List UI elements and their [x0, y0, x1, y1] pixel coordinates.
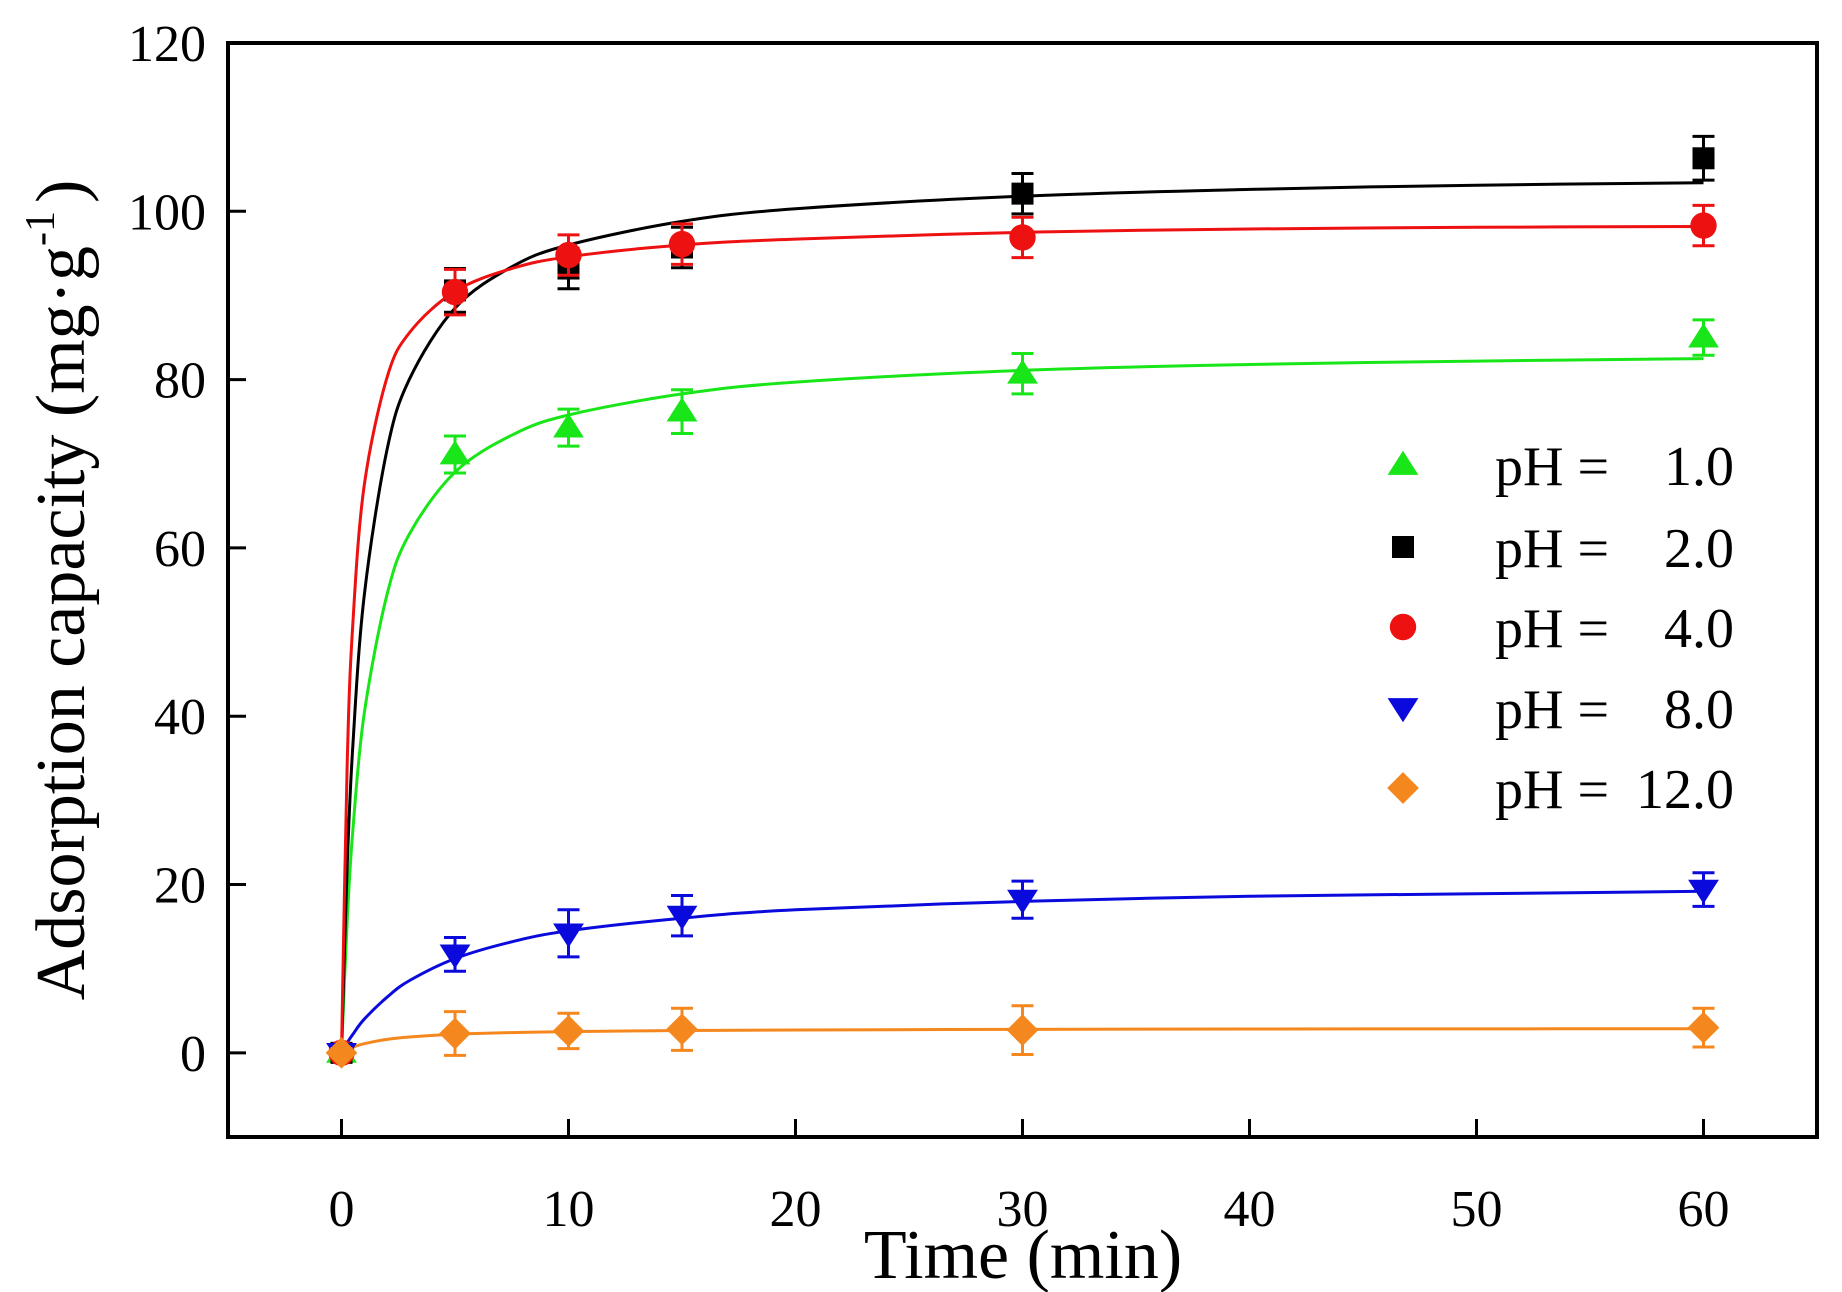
legend-label-value: 12.0 — [1636, 759, 1734, 821]
y-tick-label: 100 — [128, 184, 206, 241]
y-axis-title-superscript: -1 — [18, 211, 64, 246]
data-point — [666, 1013, 698, 1046]
legend-item: pH = 4.0 — [1389, 598, 1734, 660]
data-point — [553, 413, 584, 438]
data-point — [1692, 147, 1715, 170]
series-12-0 — [325, 1004, 1720, 1069]
data-point — [1690, 212, 1717, 239]
y-axis-ticks: 0 20 40 60 80 100 120 — [128, 16, 246, 1083]
data-point — [1688, 879, 1719, 904]
data-point — [555, 241, 582, 269]
y-tick-label: 120 — [128, 16, 206, 73]
legend-item: pH = 8.0 — [1387, 679, 1734, 741]
x-axis-title: Time (min) — [864, 1217, 1182, 1292]
legend-label-value: 8.0 — [1664, 679, 1734, 741]
fit-curve-1-0 — [340, 357, 1704, 1053]
legend-marker-circle-icon — [1389, 613, 1417, 641]
y-tick-label: 20 — [154, 858, 206, 915]
legend-label-key: pH = — [1495, 436, 1609, 498]
y-tick-label: 80 — [154, 353, 206, 410]
data-point — [552, 1015, 585, 1047]
legend-label-key: pH = — [1495, 679, 1609, 741]
y-axis-title-suffix: ) — [23, 180, 100, 203]
legend-item: pH = 12.0 — [1387, 759, 1734, 821]
data-points — [325, 134, 1720, 1069]
fit-curve-2-0 — [340, 181, 1704, 1053]
data-point — [1007, 359, 1038, 384]
series-1-0 — [326, 318, 1719, 1063]
y-axis-title: Adsorption capacity (mg·g-1) — [18, 180, 100, 1001]
x-tick-label: 20 — [770, 1181, 822, 1238]
x-tick-label: 10 — [543, 1181, 595, 1238]
data-point — [553, 923, 584, 948]
data-point — [1687, 1011, 1720, 1044]
data-point — [439, 440, 471, 465]
data-point — [1011, 182, 1034, 205]
data-point — [441, 278, 469, 306]
x-tick-label: 0 — [329, 1181, 355, 1238]
data-point — [1006, 1014, 1039, 1046]
y-axis-title-main: Adsorption capacity (mg·g — [23, 246, 100, 1000]
y-tick-label: 60 — [154, 521, 206, 578]
data-point — [666, 905, 698, 930]
legend-label-key: pH = — [1495, 518, 1609, 580]
legend-label-value: 4.0 — [1664, 598, 1734, 660]
x-axis-ticks: 0 10 20 30 40 50 60 — [329, 1119, 1730, 1238]
data-point — [439, 944, 471, 969]
data-point — [1009, 224, 1036, 251]
data-point — [1007, 889, 1038, 914]
x-tick-label: 60 — [1678, 1181, 1730, 1238]
legend-marker-square-icon — [1392, 536, 1414, 558]
legend-label-value: 1.0 — [1664, 436, 1734, 498]
y-tick-label: 0 — [180, 1026, 206, 1083]
data-point — [439, 1017, 471, 1050]
fit-curve-12-0 — [340, 1027, 1704, 1055]
legend-marker-triangle-down-icon — [1387, 698, 1419, 723]
data-point — [325, 1037, 358, 1069]
x-tick-label: 40 — [1224, 1181, 1276, 1238]
x-tick-label: 30 — [997, 1181, 1049, 1238]
legend-label-key: pH = — [1495, 598, 1609, 660]
x-tick-label: 50 — [1451, 1181, 1503, 1238]
legend-label-value: 2.0 — [1664, 518, 1734, 580]
legend-marker-triangle-up-icon — [1387, 450, 1419, 475]
legend: pH = 1.0 pH = 2.0 pH = 4.0 pH = 8.0 pH = 12.0 — [1387, 436, 1734, 821]
data-point — [666, 397, 698, 422]
data-point — [668, 230, 696, 258]
legend-item: pH = 2.0 — [1392, 518, 1734, 580]
legend-marker-diamond-icon — [1387, 772, 1419, 804]
y-tick-label: 40 — [154, 689, 206, 746]
legend-item: pH = 1.0 — [1387, 436, 1734, 498]
legend-label-key: pH = — [1495, 759, 1609, 821]
data-point — [1688, 323, 1719, 348]
fit-curve-8-0 — [340, 889, 1704, 1054]
